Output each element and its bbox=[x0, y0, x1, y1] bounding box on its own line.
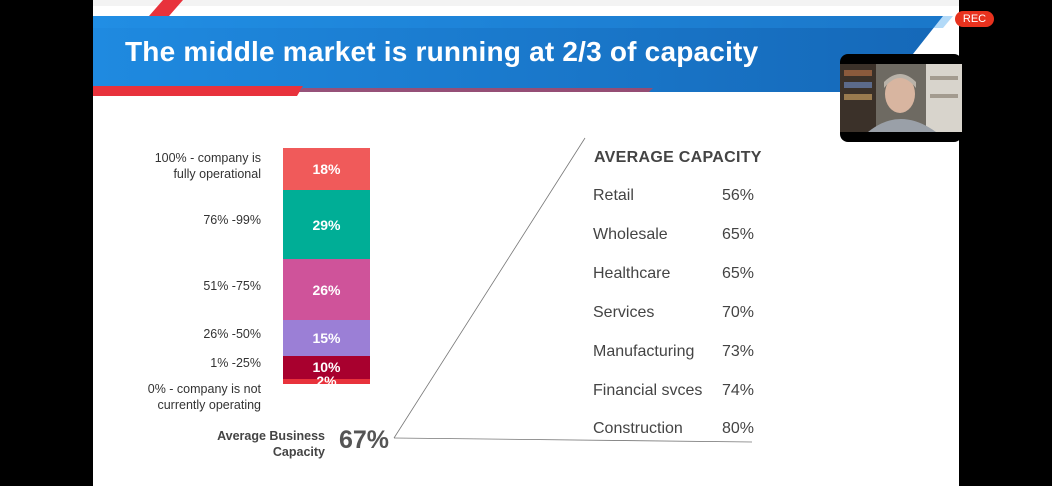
webcam-thumbnail[interactable] bbox=[840, 54, 962, 142]
bar-segment: 26% bbox=[283, 258, 370, 321]
bar-value-label: 26% bbox=[312, 281, 341, 298]
callout-line-diagonal bbox=[393, 137, 586, 439]
capacity-value: 74% bbox=[722, 381, 755, 399]
capacity-row: Services 70% bbox=[593, 304, 793, 324]
capacity-value: 73% bbox=[722, 342, 755, 360]
capacity-row: Manufacturing 73% bbox=[593, 343, 793, 363]
capacity-row: Wholesale 65% bbox=[593, 226, 793, 246]
callout-line-base bbox=[393, 437, 753, 443]
capacity-sector: Financial svces bbox=[593, 381, 703, 399]
category-label-26-50: 26% -50% bbox=[203, 327, 261, 341]
capacity-row: Financial svces 74% bbox=[593, 382, 793, 402]
capacity-value: 70% bbox=[722, 303, 755, 321]
capacity-row: Healthcare 65% bbox=[593, 265, 793, 285]
title-banner bbox=[93, 0, 959, 96]
slide: The middle market is running at 2/3 of c… bbox=[93, 0, 959, 486]
capacity-value: 80% bbox=[722, 420, 755, 438]
bar-segment: 2% bbox=[283, 373, 370, 390]
category-label-76-99: 76% -99% bbox=[203, 213, 261, 227]
bar-value-label: 15% bbox=[312, 329, 341, 346]
bar-segment: 29% bbox=[283, 190, 370, 259]
capacity-sector: Services bbox=[593, 303, 655, 321]
webcam-person-icon bbox=[840, 64, 962, 132]
capacity-sector: Healthcare bbox=[593, 264, 671, 282]
capacity-sector: Manufacturing bbox=[593, 342, 695, 360]
average-capacity-value: 67% bbox=[339, 426, 390, 454]
capacity-value: 65% bbox=[722, 225, 755, 243]
capacity-sector: Wholesale bbox=[593, 225, 668, 243]
capacity-sector: Construction bbox=[593, 420, 683, 438]
capacity-row: Construction 80% bbox=[593, 420, 793, 440]
category-label-1-25: 1% -25% bbox=[210, 356, 261, 370]
average-capacity-label: Average Business Capacity bbox=[217, 429, 325, 459]
bar-segment: 10% bbox=[283, 355, 370, 380]
slide-title: The middle market is running at 2/3 of c… bbox=[125, 36, 759, 67]
bar-value-label: 2% bbox=[316, 373, 337, 390]
bar-value-label: 10% bbox=[312, 359, 341, 376]
rec-badge: REC bbox=[955, 11, 994, 27]
category-label-full: 100% - company is fully operational bbox=[154, 151, 261, 181]
bar-segment: 18% bbox=[283, 148, 370, 191]
category-label-51-75: 51% -75% bbox=[203, 279, 261, 293]
bar-value-label: 29% bbox=[312, 216, 341, 233]
capacity-value: 56% bbox=[722, 187, 755, 204]
capacity-row: Retail 56% bbox=[593, 187, 793, 207]
capacity-value: 65% bbox=[722, 264, 755, 282]
category-label-zero: 0% - company is not currently operating bbox=[147, 382, 261, 412]
bar-value-label: 18% bbox=[312, 161, 341, 178]
average-capacity-title: AVERAGE CAPACITY bbox=[594, 149, 762, 166]
bar-segment: 15% bbox=[283, 320, 370, 356]
capacity-sector: Retail bbox=[593, 187, 634, 204]
